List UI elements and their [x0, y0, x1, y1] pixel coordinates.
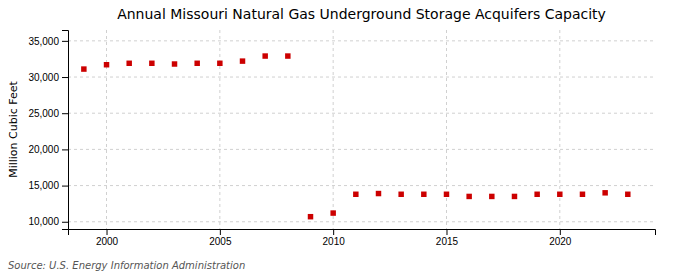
grid-line	[68, 221, 655, 222]
tick: 2005	[209, 229, 232, 247]
tick-label: 20,000	[28, 144, 59, 155]
tick: 20,000	[28, 144, 68, 155]
point	[149, 61, 154, 66]
tick: 25,000	[28, 108, 68, 119]
point	[217, 61, 222, 66]
chart: 2000 2005 2010 2015 2020 10,000 15,000 20,000 25…	[0, 0, 675, 275]
axis-line	[62, 31, 69, 230]
grid	[68, 30, 655, 229]
tick-label: 2000	[96, 236, 119, 247]
point	[602, 190, 607, 195]
tick-mark	[62, 186, 68, 187]
tick-mark	[220, 229, 221, 235]
grid-line	[559, 30, 560, 229]
point	[534, 192, 539, 197]
grid-line	[68, 77, 655, 78]
y-axis-title: Million Cubic Feet	[7, 80, 20, 177]
tick-label: 2005	[209, 236, 232, 247]
tick: 2010	[323, 229, 346, 247]
tick-label: 35,000	[28, 36, 59, 47]
point	[557, 192, 562, 197]
grid-line	[446, 30, 447, 229]
tick-label: 25,000	[28, 108, 59, 119]
tick: 10,000	[28, 216, 68, 227]
point	[126, 61, 131, 66]
point	[172, 61, 177, 66]
tick-mark	[333, 229, 334, 235]
tick-mark	[62, 113, 68, 114]
point	[444, 192, 449, 197]
tick-mark	[62, 222, 68, 223]
point	[376, 191, 381, 196]
point	[104, 62, 109, 67]
point	[330, 210, 335, 215]
point	[240, 58, 245, 63]
grid-line	[106, 30, 107, 229]
point	[353, 192, 358, 197]
point	[466, 194, 471, 199]
tick: 2000	[96, 229, 119, 247]
tick-label: 2015	[436, 236, 459, 247]
point	[512, 194, 517, 199]
tick-label: 10,000	[28, 216, 59, 227]
tick-label: 30,000	[28, 72, 59, 83]
tick-mark	[107, 229, 108, 235]
point	[262, 53, 267, 58]
x-axis: 2000 2005 2010 2015 2020	[69, 229, 656, 247]
tick: 35,000	[28, 36, 68, 47]
grid-line	[219, 30, 220, 229]
marks	[81, 53, 630, 219]
grid-line	[333, 30, 334, 229]
tick: 30,000	[28, 72, 68, 83]
point	[308, 214, 313, 219]
source: Source: U.S. Energy Information Administ…	[8, 260, 245, 271]
grid-line	[68, 40, 655, 41]
point	[421, 192, 426, 197]
y-axis: 10,000 15,000 20,000 25,000 30,000 35,000	[28, 31, 68, 230]
point	[81, 66, 86, 71]
tick-mark	[62, 41, 68, 42]
point	[285, 53, 290, 58]
tick-label: 2010	[323, 236, 346, 247]
title: Annual Missouri Natural Gas Underground …	[117, 6, 606, 22]
point	[580, 192, 585, 197]
point	[398, 192, 403, 197]
tick: 2015	[436, 229, 459, 247]
grid-line	[68, 113, 655, 114]
point	[489, 194, 494, 199]
grid-line	[68, 185, 655, 186]
axis-line	[69, 230, 656, 236]
tick-mark	[446, 229, 447, 235]
grid-line	[68, 149, 655, 150]
tick-mark	[62, 149, 68, 150]
tick-mark	[560, 229, 561, 235]
point	[194, 61, 199, 66]
tick-label: 2020	[549, 236, 572, 247]
plot-area: 2000 2005 2010 2015 2020 10,000 15,000 20,000 25…	[28, 30, 655, 247]
tick-label: 15,000	[28, 180, 59, 191]
tick-mark	[62, 77, 68, 78]
point	[625, 192, 630, 197]
tick: 2020	[549, 229, 572, 247]
tick: 15,000	[28, 180, 68, 191]
